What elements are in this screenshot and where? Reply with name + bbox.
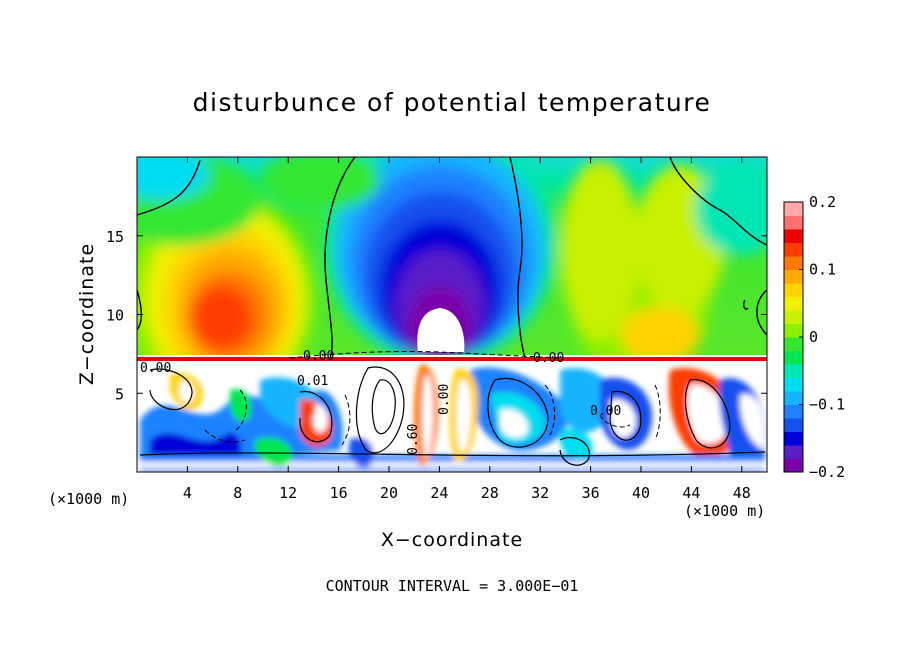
contour-label: 0.00 bbox=[533, 351, 564, 366]
heatmap-field: 0.00 0.00 0.01 0.00 0.00 0.60 0.00 bbox=[137, 157, 767, 472]
x-tick-label: 12 bbox=[279, 484, 297, 502]
x-tick-label: 16 bbox=[330, 484, 348, 502]
x-tick-label: 40 bbox=[632, 484, 650, 502]
contour-label: 0.00 bbox=[590, 404, 621, 419]
colorbar-tick-label: 0.2 bbox=[809, 193, 836, 211]
colorbar bbox=[784, 202, 803, 473]
x-axis-unit-right: (×1000 m) bbox=[684, 502, 765, 520]
colorbar-swatch bbox=[784, 418, 803, 432]
x-tick-label: 36 bbox=[582, 484, 600, 502]
colorbar-swatch bbox=[784, 215, 803, 230]
colorbar-swatch bbox=[784, 269, 803, 284]
colorbar-tick-label: 0.1 bbox=[809, 261, 836, 279]
contour-label: 0.00 bbox=[437, 384, 452, 415]
x-tick-label: 28 bbox=[481, 484, 499, 502]
contour-label: 0.01 bbox=[297, 374, 328, 389]
colorbar-swatch bbox=[784, 323, 803, 338]
x-tick-label: 48 bbox=[733, 484, 751, 502]
x-tick-label: 32 bbox=[531, 484, 549, 502]
colorbar-swatch bbox=[784, 377, 803, 392]
x-tick-label: 20 bbox=[380, 484, 398, 502]
colorbar-swatch bbox=[784, 202, 803, 216]
colorbar-swatch bbox=[784, 296, 803, 311]
colorbar-swatch bbox=[784, 350, 803, 365]
colorbar-tick-label: 0 bbox=[809, 328, 818, 346]
y-axis-ticks: 5 10 15 bbox=[106, 228, 767, 403]
x-tick-label: 24 bbox=[430, 484, 448, 502]
colorbar-tick-label: −0.1 bbox=[809, 396, 845, 414]
colorbar-swatch bbox=[784, 404, 803, 419]
y-tick-label: 10 bbox=[106, 307, 124, 325]
y-tick-label: 15 bbox=[106, 228, 124, 246]
colorbar-swatch bbox=[784, 310, 803, 324]
colorbar-swatch bbox=[784, 256, 803, 270]
contour-interval-note: CONTOUR INTERVAL = 3.000E−01 bbox=[326, 577, 579, 595]
x-tick-label: 8 bbox=[233, 484, 242, 502]
colorbar-swatch bbox=[784, 445, 803, 459]
y-axis-title: Z−coordinate bbox=[76, 243, 98, 385]
contour-label: 0.00 bbox=[140, 361, 171, 376]
contour-label: 0.60 bbox=[406, 424, 421, 455]
colorbar-ticks: 0.2 0.1 0 −0.1 −0.2 bbox=[799, 193, 845, 481]
colorbar-swatch bbox=[784, 229, 803, 243]
contour-label: 0.00 bbox=[303, 349, 334, 364]
colorbar-swatch bbox=[784, 283, 803, 297]
colorbar-swatch bbox=[784, 242, 803, 257]
y-tick-label: 5 bbox=[115, 385, 124, 403]
colorbar-swatch bbox=[784, 364, 803, 378]
colorbar-swatch bbox=[784, 337, 803, 351]
x-axis-title: X−coordinate bbox=[381, 529, 523, 551]
colorbar-swatch bbox=[784, 391, 803, 405]
x-tick-label: 4 bbox=[183, 484, 192, 502]
colorbar-swatch bbox=[784, 431, 803, 446]
x-axis-unit-left: (×1000 m) bbox=[48, 490, 129, 508]
colorbar-swatch bbox=[784, 458, 803, 473]
chart-title: disturbunce of potential temperature bbox=[193, 88, 712, 117]
colorbar-tick-label: −0.2 bbox=[809, 463, 845, 481]
x-axis-ticks: 4 8 12 16 20 24 28 32 36 40 44 48 bbox=[183, 157, 751, 502]
x-tick-label: 44 bbox=[682, 484, 700, 502]
